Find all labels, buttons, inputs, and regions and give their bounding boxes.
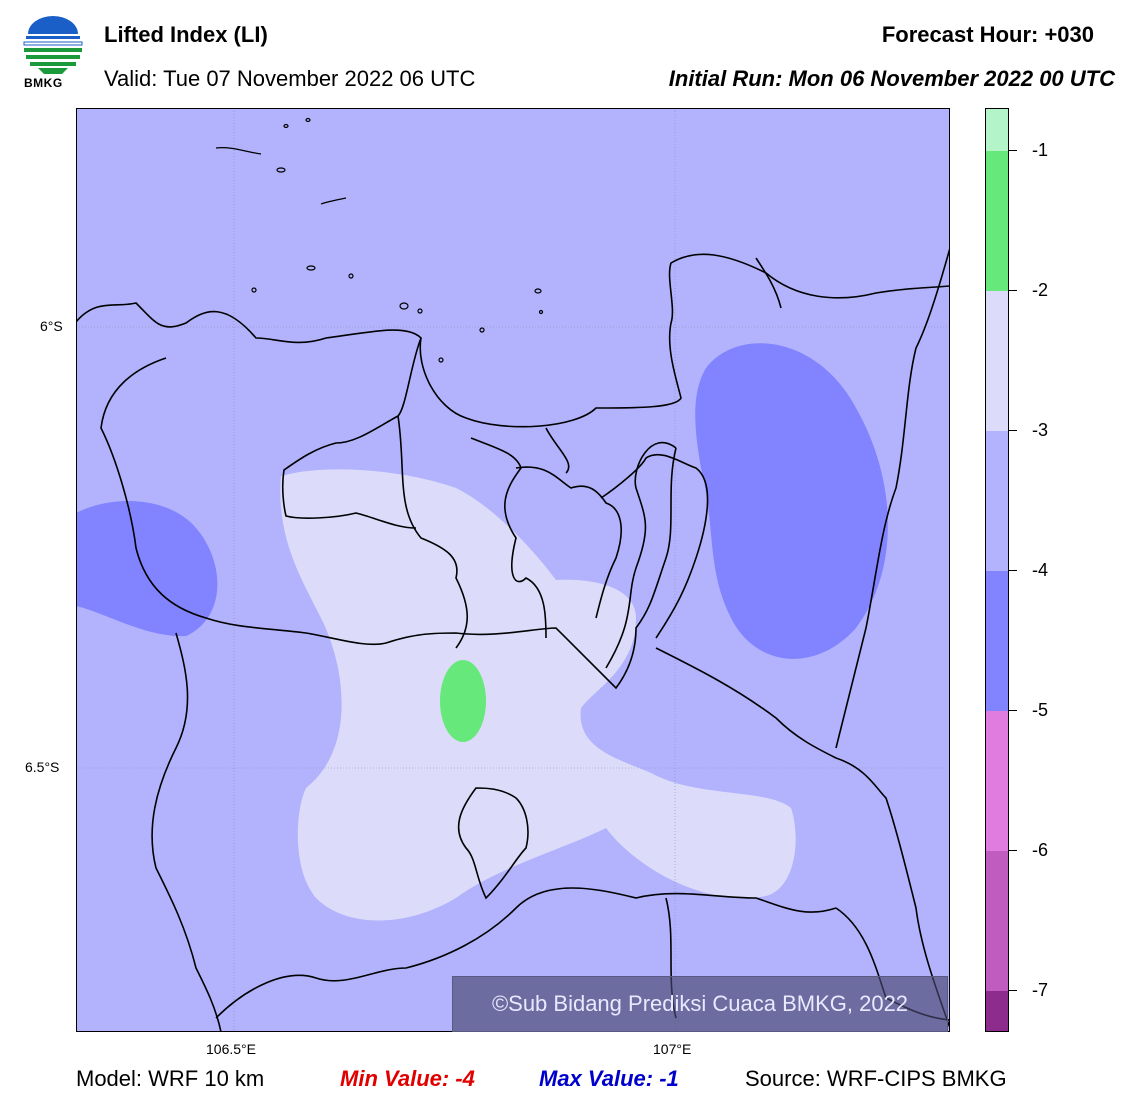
colorbar-segment (986, 571, 1008, 711)
field-low-east (695, 343, 888, 659)
colorbar-segment (986, 291, 1008, 431)
lat-label-6s: 6°S (40, 318, 63, 334)
colorbar-tick (1009, 850, 1017, 851)
field-low-west (76, 501, 218, 637)
colorbar-label: -5 (1032, 700, 1049, 720)
field-high-central (280, 469, 796, 921)
colorbar-tick (1009, 710, 1017, 711)
footer-source: Source: WRF-CIPS BMKG (745, 1066, 1007, 1091)
bmkg-logo (22, 12, 84, 90)
islands (215, 117, 544, 363)
colorbar-segment (986, 991, 1008, 1031)
footer-model: Model: WRF 10 km (76, 1066, 265, 1091)
colorbar-label: -1 (1032, 140, 1049, 160)
credit-box: ©Sub Bidang Prediksi Cuaca BMKG, 2022 (452, 976, 948, 1032)
valid-time: Valid: Tue 07 November 2022 06 UTC (104, 66, 476, 91)
forecast-hour: Forecast Hour: +030 (881, 22, 1094, 47)
colorbar-label: -6 (1032, 840, 1049, 860)
graticule (76, 108, 950, 1032)
colorbar-label: -7 (1032, 980, 1049, 1000)
colorbar-tick (1009, 430, 1017, 431)
field-highest-spot (440, 660, 486, 742)
map-svg (75, 107, 951, 1033)
colorbar-tick (1009, 990, 1017, 991)
colorbar-segment (986, 109, 1008, 151)
lat-label-6-5s: 6.5°S (25, 759, 60, 775)
colorbar-segment (986, 711, 1008, 851)
logo-text: BMKG (24, 76, 63, 90)
initial-run: Initial Run: Mon 06 November 2022 00 UTC (668, 66, 1115, 91)
colorbar-tick (1009, 150, 1017, 151)
colorbar-segment (986, 431, 1008, 571)
colorbar-label: -4 (1032, 560, 1049, 580)
colorbar-label: -3 (1032, 420, 1049, 440)
lon-label-106-5e: 106.5°E (206, 1041, 256, 1057)
colorbar-tick (1009, 290, 1017, 291)
chart-title: Lifted Index (LI) (104, 22, 268, 47)
colorbar (985, 108, 1009, 1032)
map-panel (75, 107, 951, 1033)
footer-max-value: Max Value: -1 (539, 1066, 679, 1091)
colorbar-segment (986, 151, 1008, 291)
colorbar-segment (986, 851, 1008, 991)
colorbar-tick (1009, 570, 1017, 571)
colorbar-label: -2 (1032, 280, 1049, 300)
footer-min-value: Min Value: -4 (340, 1066, 475, 1091)
lon-label-107e: 107°E (653, 1041, 692, 1057)
